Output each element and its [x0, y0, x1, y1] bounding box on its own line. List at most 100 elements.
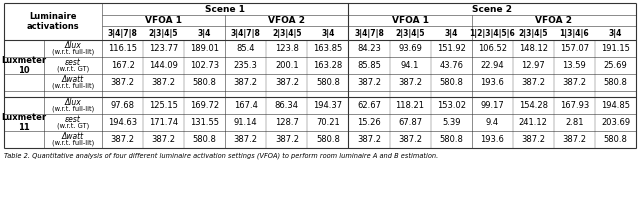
Text: 86.34: 86.34 — [275, 101, 299, 110]
Text: 191.15: 191.15 — [601, 44, 630, 53]
Text: 84.23: 84.23 — [357, 44, 381, 53]
Text: 171.74: 171.74 — [149, 118, 178, 127]
Text: 2.81: 2.81 — [565, 118, 584, 127]
Text: (w.r.t. full-lit): (w.r.t. full-lit) — [52, 82, 94, 89]
Text: 106.52: 106.52 — [477, 44, 507, 53]
Text: 67.87: 67.87 — [398, 118, 422, 127]
Text: 154.28: 154.28 — [519, 101, 548, 110]
Text: 3|4: 3|4 — [198, 29, 211, 37]
Text: 580.8: 580.8 — [193, 135, 216, 144]
Text: 580.8: 580.8 — [316, 135, 340, 144]
Text: 128.7: 128.7 — [275, 118, 299, 127]
Text: (w.r.t. full-lit): (w.r.t. full-lit) — [52, 139, 94, 146]
Text: 387.2: 387.2 — [357, 78, 381, 87]
Text: VFOA 2: VFOA 2 — [535, 16, 572, 25]
Text: 91.14: 91.14 — [234, 118, 257, 127]
Text: 153.02: 153.02 — [436, 101, 466, 110]
Text: Table 2. Quantitative analysis of four different luminaire activation settings (: Table 2. Quantitative analysis of four d… — [4, 152, 438, 159]
Text: 203.69: 203.69 — [601, 118, 630, 127]
Text: 3|4|7|8: 3|4|7|8 — [231, 29, 260, 37]
Text: 70.21: 70.21 — [316, 118, 340, 127]
Text: 123.77: 123.77 — [149, 44, 179, 53]
Text: 3|4|7|8: 3|4|7|8 — [354, 29, 384, 37]
Text: εest: εest — [65, 58, 81, 67]
Text: 387.2: 387.2 — [111, 135, 134, 144]
Text: 148.12: 148.12 — [519, 44, 548, 53]
Text: 167.93: 167.93 — [560, 101, 589, 110]
Text: 194.85: 194.85 — [601, 101, 630, 110]
Text: VFOA 1: VFOA 1 — [392, 16, 429, 25]
Text: 580.8: 580.8 — [316, 78, 340, 87]
Text: 94.1: 94.1 — [401, 61, 419, 70]
Text: Luminaire
activations: Luminaire activations — [27, 12, 79, 31]
Text: 163.28: 163.28 — [314, 61, 342, 70]
Text: 387.2: 387.2 — [522, 135, 545, 144]
Text: 387.2: 387.2 — [275, 135, 299, 144]
Text: 387.2: 387.2 — [357, 135, 381, 144]
Text: 85.4: 85.4 — [237, 44, 255, 53]
Text: 85.85: 85.85 — [357, 61, 381, 70]
Text: 387.2: 387.2 — [234, 135, 258, 144]
Text: 157.07: 157.07 — [560, 44, 589, 53]
Text: 1|3|4|6: 1|3|4|6 — [559, 29, 589, 37]
Text: 22.94: 22.94 — [481, 61, 504, 70]
Text: (w.r.t. full-lit): (w.r.t. full-lit) — [52, 48, 94, 55]
Text: 93.69: 93.69 — [398, 44, 422, 53]
Text: 241.12: 241.12 — [519, 118, 548, 127]
Text: 116.15: 116.15 — [108, 44, 137, 53]
Text: 25.69: 25.69 — [604, 61, 627, 70]
Text: 97.68: 97.68 — [111, 101, 134, 110]
Text: 2|3|4|5: 2|3|4|5 — [396, 29, 425, 37]
Text: 3|4: 3|4 — [444, 29, 458, 37]
Text: 387.2: 387.2 — [398, 135, 422, 144]
Text: 118.21: 118.21 — [396, 101, 424, 110]
Text: 387.2: 387.2 — [522, 78, 545, 87]
Text: 387.2: 387.2 — [234, 78, 258, 87]
Text: VFOA 2: VFOA 2 — [268, 16, 305, 25]
Text: 387.2: 387.2 — [111, 78, 134, 87]
Text: 62.67: 62.67 — [357, 101, 381, 110]
Text: Luxmeter
10: Luxmeter 10 — [1, 56, 47, 75]
Text: 125.15: 125.15 — [149, 101, 178, 110]
Text: 387.2: 387.2 — [152, 78, 175, 87]
Text: 580.8: 580.8 — [439, 78, 463, 87]
Text: 99.17: 99.17 — [481, 101, 504, 110]
Text: 102.73: 102.73 — [190, 61, 220, 70]
Text: (w.r.t. full-lit): (w.r.t. full-lit) — [52, 105, 94, 112]
Text: εest: εest — [65, 115, 81, 124]
Text: 163.85: 163.85 — [314, 44, 342, 53]
Text: Δlux: Δlux — [65, 98, 81, 107]
Text: 15.26: 15.26 — [357, 118, 381, 127]
Text: 580.8: 580.8 — [439, 135, 463, 144]
Text: 200.1: 200.1 — [275, 61, 299, 70]
Text: 43.76: 43.76 — [439, 61, 463, 70]
Text: 123.8: 123.8 — [275, 44, 299, 53]
Text: VFOA 1: VFOA 1 — [145, 16, 182, 25]
Text: 580.8: 580.8 — [604, 135, 627, 144]
Text: 580.8: 580.8 — [193, 78, 216, 87]
Text: 12.97: 12.97 — [522, 61, 545, 70]
Text: Scene 1: Scene 1 — [205, 5, 245, 14]
Text: Δlux: Δlux — [65, 41, 81, 50]
Text: Scene 2: Scene 2 — [472, 5, 512, 14]
Text: 235.3: 235.3 — [234, 61, 258, 70]
Text: 580.8: 580.8 — [604, 78, 627, 87]
Text: 167.2: 167.2 — [111, 61, 134, 70]
Text: 189.01: 189.01 — [190, 44, 219, 53]
Text: (w.r.t. GT): (w.r.t. GT) — [57, 65, 89, 72]
Text: 2|3|4|5: 2|3|4|5 — [149, 29, 179, 37]
Text: Δwatt: Δwatt — [62, 132, 84, 141]
Text: 9.4: 9.4 — [486, 118, 499, 127]
Text: 194.37: 194.37 — [314, 101, 342, 110]
Text: 2|3|4|5: 2|3|4|5 — [272, 29, 301, 37]
Text: 1|2|3|4|5|6: 1|2|3|4|5|6 — [469, 29, 515, 37]
Text: 387.2: 387.2 — [563, 135, 586, 144]
Text: (w.r.t. GT): (w.r.t. GT) — [57, 122, 89, 129]
Text: 3|4|7|8: 3|4|7|8 — [108, 29, 138, 37]
Text: 387.2: 387.2 — [152, 135, 175, 144]
Text: Δwatt: Δwatt — [62, 75, 84, 84]
Text: 131.55: 131.55 — [190, 118, 219, 127]
Text: 2|3|4|5: 2|3|4|5 — [518, 29, 548, 37]
Text: 167.4: 167.4 — [234, 101, 258, 110]
Text: 169.72: 169.72 — [190, 101, 220, 110]
